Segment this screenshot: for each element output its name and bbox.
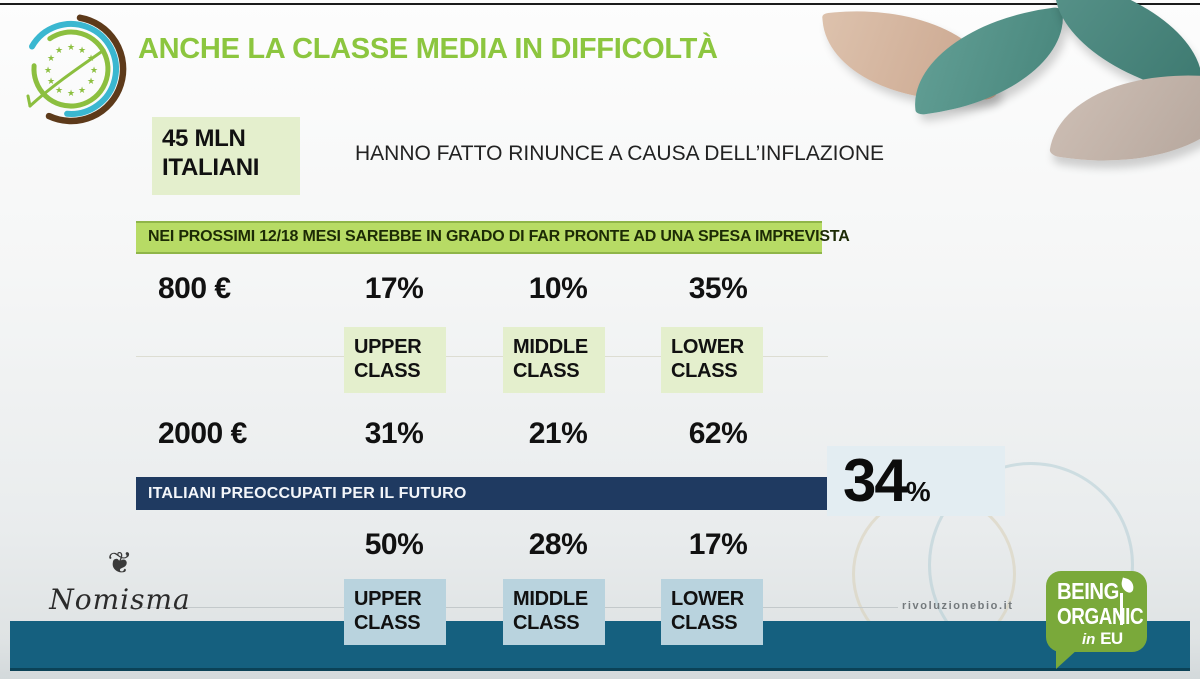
svg-text:★: ★ xyxy=(44,65,52,75)
nomisma-logo: ❦ Nomisma xyxy=(30,545,210,616)
highlight-45mln-box: 45 MLN ITALIANI xyxy=(152,117,300,195)
value-2000-middle: 21% xyxy=(528,417,588,450)
eu-organic-rivoluzionebio-logo: ★★★ ★★★ ★★★ ★ ★★ xyxy=(26,14,127,125)
class-label-upper-green: UPPER CLASS xyxy=(344,327,446,393)
callout-value: 34 xyxy=(843,447,908,514)
class-label-text: CLASS xyxy=(671,360,738,382)
being-organic-eu: EU xyxy=(1100,629,1123,649)
value-2000-lower: 62% xyxy=(688,417,748,450)
being-organic-line1: BEING xyxy=(1057,578,1119,604)
value-2000-upper: 31% xyxy=(364,417,424,450)
svg-text:★: ★ xyxy=(87,76,95,86)
svg-text:★: ★ xyxy=(90,65,98,75)
row-label-800: 800 € xyxy=(158,272,231,305)
class-label-upper-blue: UPPER CLASS xyxy=(344,579,446,645)
being-organic-in: in xyxy=(1082,631,1096,649)
highlight-line2: ITALIANI xyxy=(162,153,260,181)
section2-banner: ITALIANI PREOCCUPATI PER IL FUTURO xyxy=(136,477,828,510)
value-800-upper: 17% xyxy=(364,272,424,305)
svg-text:★: ★ xyxy=(78,45,86,55)
class-label-text: UPPER xyxy=(354,336,422,358)
class-label-text: UPPER xyxy=(354,588,422,610)
value-800-middle: 10% xyxy=(528,272,588,305)
class-label-text: MIDDLE xyxy=(513,336,588,358)
being-organic-in-eu-logo: BEING ORGANIC in EU xyxy=(1046,571,1147,669)
class-label-text: CLASS xyxy=(354,360,421,382)
value-future-upper: 50% xyxy=(364,528,424,561)
eu-organic-stars: ★★★ ★★★ ★★★ ★ ★★ xyxy=(44,42,98,98)
svg-text:★: ★ xyxy=(47,53,55,63)
section1-banner: NEI PROSSIMI 12/18 MESI SAREBBE IN GRADO… xyxy=(136,221,850,254)
svg-text:★: ★ xyxy=(87,53,95,63)
class-label-lower-green: LOWER CLASS xyxy=(661,327,763,393)
nomisma-emblem-icon: ❦ xyxy=(107,547,133,580)
class-label-text: CLASS xyxy=(354,612,421,634)
svg-text:★: ★ xyxy=(55,45,63,55)
callout-34-percent: 34 % xyxy=(827,446,1005,516)
website-label: rivoluzionebio.it xyxy=(902,600,1014,612)
row-label-2000: 2000 € xyxy=(158,417,247,450)
svg-text:★: ★ xyxy=(67,42,75,52)
being-organic-line2: ORGANIC xyxy=(1057,603,1144,629)
value-800-lower: 35% xyxy=(688,272,748,305)
class-label-text: LOWER xyxy=(671,588,744,610)
class-label-text: CLASS xyxy=(513,612,580,634)
class-label-middle-green: MIDDLE CLASS xyxy=(503,327,605,393)
class-label-text: CLASS xyxy=(671,612,738,634)
being-organic-line3: in EU xyxy=(1082,629,1147,649)
svg-text:★: ★ xyxy=(47,76,55,86)
class-label-text: CLASS xyxy=(513,360,580,382)
svg-text:★: ★ xyxy=(55,85,63,95)
class-label-middle-blue: MIDDLE CLASS xyxy=(503,579,605,645)
highlight-line1: 45 MLN xyxy=(162,125,246,152)
class-label-text: LOWER xyxy=(671,336,744,358)
value-future-middle: 28% xyxy=(528,528,588,561)
top-divider-line xyxy=(0,3,1200,5)
section1-divider-line xyxy=(136,356,828,357)
svg-text:★: ★ xyxy=(78,85,86,95)
class-label-text: MIDDLE xyxy=(513,588,588,610)
value-future-lower: 17% xyxy=(688,528,748,561)
page-title: ANCHE LA CLASSE MEDIA IN DIFFICOLTÀ xyxy=(138,33,718,65)
svg-text:★: ★ xyxy=(67,88,75,98)
leaf-stem-icon xyxy=(1120,593,1123,625)
nomisma-wordmark: Nomisma xyxy=(49,583,191,616)
callout-unit: % xyxy=(905,476,931,507)
class-label-lower-blue: LOWER CLASS xyxy=(661,579,763,645)
inflation-subtitle: HANNO FATTO RINUNCE A CAUSA DELL’INFLAZI… xyxy=(355,142,885,165)
